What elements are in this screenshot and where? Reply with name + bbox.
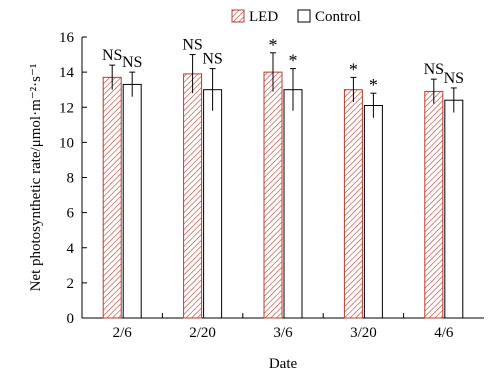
y-tick-label: 12 [59, 100, 74, 116]
significance-label: NS [102, 47, 122, 64]
y-tick-label: 6 [67, 206, 75, 222]
significance-label: NS [424, 61, 444, 78]
legend-swatch-led [231, 9, 245, 23]
legend-swatch-control [297, 9, 311, 23]
significance-label: NS [182, 37, 202, 54]
x-tick-label: 3/6 [273, 325, 293, 341]
bar-led-4 [424, 90, 444, 319]
y-tick-label: 8 [67, 171, 75, 187]
x-tick-label: 3/20 [350, 325, 377, 341]
significance-label: NS [202, 51, 222, 68]
x-tick-label: 2/20 [189, 325, 216, 341]
bar-control-4 [444, 99, 464, 319]
bar-control-2 [283, 89, 303, 319]
x-tick-label: 4/6 [434, 325, 454, 341]
y-tick-label: 16 [59, 30, 75, 46]
significance-label: * [369, 75, 378, 95]
significance-label: * [349, 59, 358, 79]
bar-control-1 [203, 89, 223, 319]
y-tick-label: 10 [59, 135, 74, 151]
x-tick-label: 2/6 [113, 325, 133, 341]
legend-label-led: LED [249, 9, 278, 25]
y-tick-label: 0 [67, 311, 75, 327]
x-axis-title: Date [269, 356, 298, 372]
bar-led-0 [102, 76, 122, 319]
y-tick-label: 4 [67, 241, 75, 257]
significance-label: NS [122, 54, 142, 71]
significance-label: * [289, 51, 298, 71]
bar-led-3 [343, 89, 363, 319]
y-axis-title: Net photosynthetic rate/μmol·m⁻²·s⁻¹ [28, 64, 44, 292]
y-tick-label: 14 [59, 65, 75, 81]
bar-led-1 [183, 73, 203, 319]
bar-control-3 [363, 104, 383, 319]
significance-label: NS [444, 70, 464, 87]
significance-label: * [269, 35, 278, 55]
bar-led-2 [263, 71, 283, 319]
bar-control-0 [122, 83, 142, 319]
y-tick-label: 2 [67, 276, 75, 292]
legend-label-control: Control [315, 9, 361, 25]
